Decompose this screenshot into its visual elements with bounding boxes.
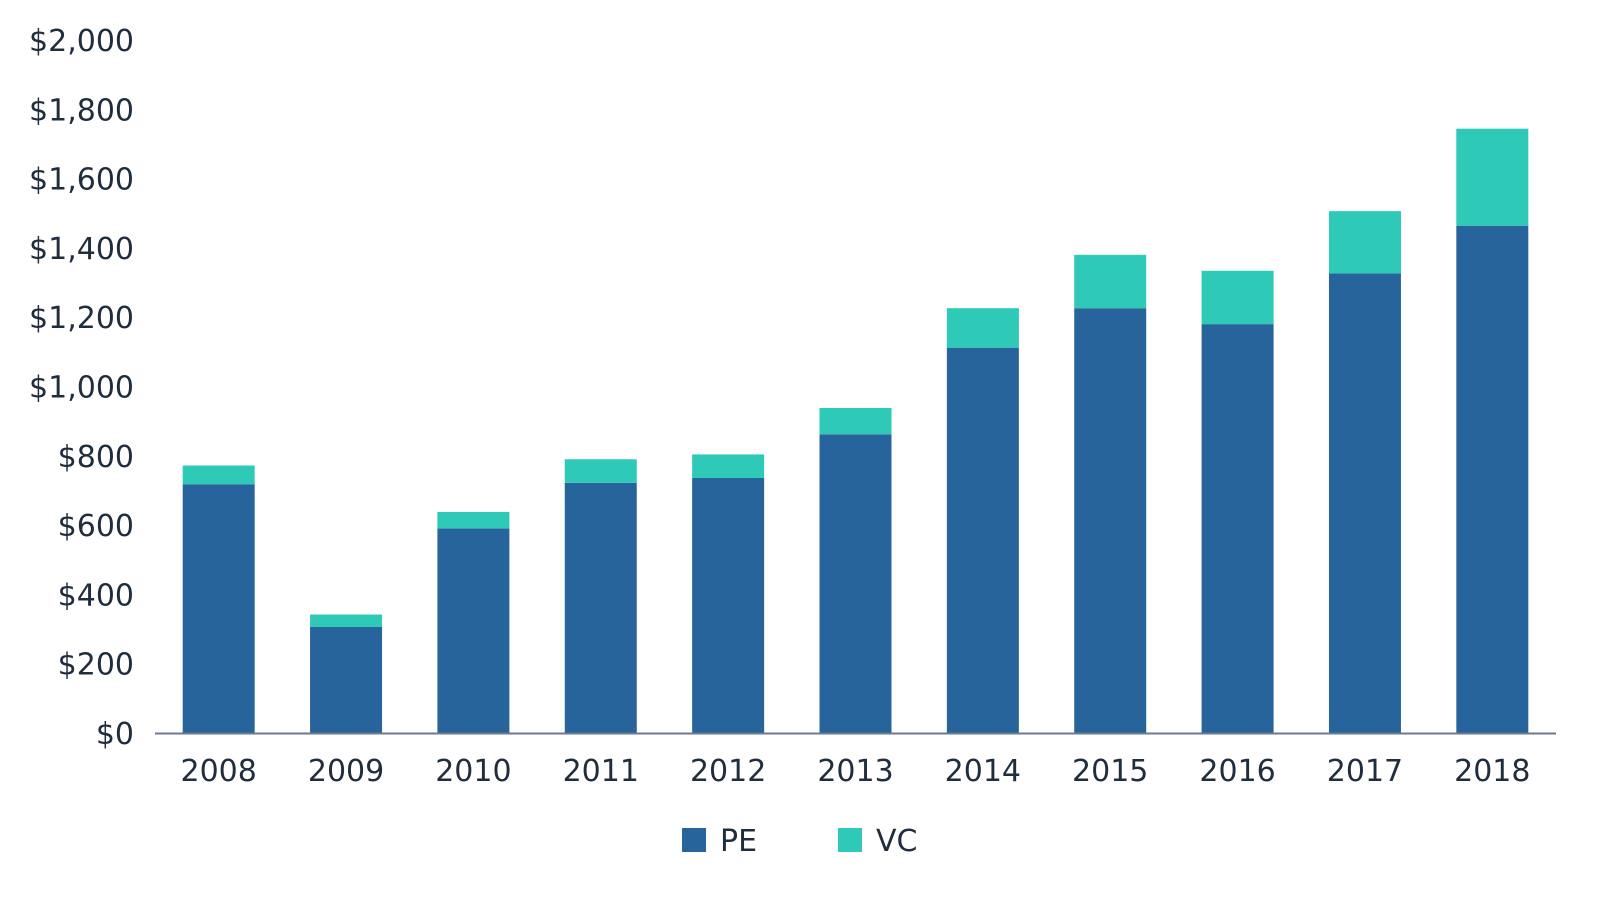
bar-vc-2011: [564, 459, 637, 483]
bar-pe-2015: [1074, 308, 1147, 733]
legend-label-pe: PE: [720, 824, 757, 859]
y-tick-label: $0: [96, 717, 134, 752]
bar-vc-2018: [1456, 128, 1529, 226]
bar-pe-2012: [692, 477, 765, 733]
y-axis: $0 $200 $400 $600 $800 $1,000 $1,200 $1,400 $1,6…: [29, 24, 134, 752]
legend-swatch-vc: [838, 828, 862, 852]
bar-pe-2018: [1456, 225, 1529, 733]
y-tick-label: $400: [58, 578, 134, 613]
legend: PE VC: [682, 824, 917, 859]
x-tick-label: 2012: [690, 754, 766, 789]
bar-vc-2010: [437, 511, 510, 529]
x-tick-label: 2008: [181, 754, 257, 789]
x-tick-label: 2011: [563, 754, 639, 789]
bars: [182, 128, 1529, 733]
bar-pe-2010: [437, 528, 510, 733]
y-tick-label: $600: [58, 509, 134, 544]
x-tick-label: 2013: [817, 754, 893, 789]
bar-pe-2016: [1201, 324, 1274, 733]
y-tick-label: $200: [58, 648, 134, 683]
bar-vc-2016: [1201, 270, 1274, 325]
bar-vc-2017: [1328, 211, 1401, 274]
bar-pe-2013: [819, 434, 892, 733]
x-tick-label: 2016: [1199, 754, 1275, 789]
bar-vc-2012: [692, 454, 765, 478]
x-axis: 2008 2009 2010 2011 2012 2013 2014 2015 2016 2017…: [155, 732, 1556, 789]
y-tick-label: $1,400: [29, 232, 134, 267]
bar-pe-2017: [1328, 273, 1401, 733]
bar-vc-2015: [1074, 254, 1147, 309]
legend-label-vc: VC: [876, 824, 917, 859]
bar-vc-2013: [819, 407, 892, 435]
y-tick-label: $1,800: [29, 93, 134, 128]
x-tick-label: 2018: [1454, 754, 1530, 789]
bar-vc-2009: [310, 614, 383, 627]
y-tick-label: $2,000: [29, 24, 134, 59]
x-tick-label: 2009: [308, 754, 384, 789]
bar-pe-2014: [946, 347, 1019, 733]
x-tick-label: 2010: [435, 754, 511, 789]
legend-swatch-pe: [682, 828, 706, 852]
y-tick-label: $1,000: [29, 371, 134, 406]
x-tick-label: 2015: [1072, 754, 1148, 789]
y-tick-label: $800: [58, 440, 134, 475]
bar-pe-2008: [182, 484, 255, 733]
bar-pe-2011: [564, 482, 637, 733]
x-tick-label: 2014: [945, 754, 1021, 789]
x-tick-label: 2017: [1327, 754, 1403, 789]
y-tick-label: $1,600: [29, 163, 134, 198]
bar-pe-2009: [310, 626, 383, 733]
y-tick-label: $1,200: [29, 301, 134, 336]
bar-vc-2008: [182, 465, 255, 485]
bar-vc-2014: [946, 308, 1019, 348]
